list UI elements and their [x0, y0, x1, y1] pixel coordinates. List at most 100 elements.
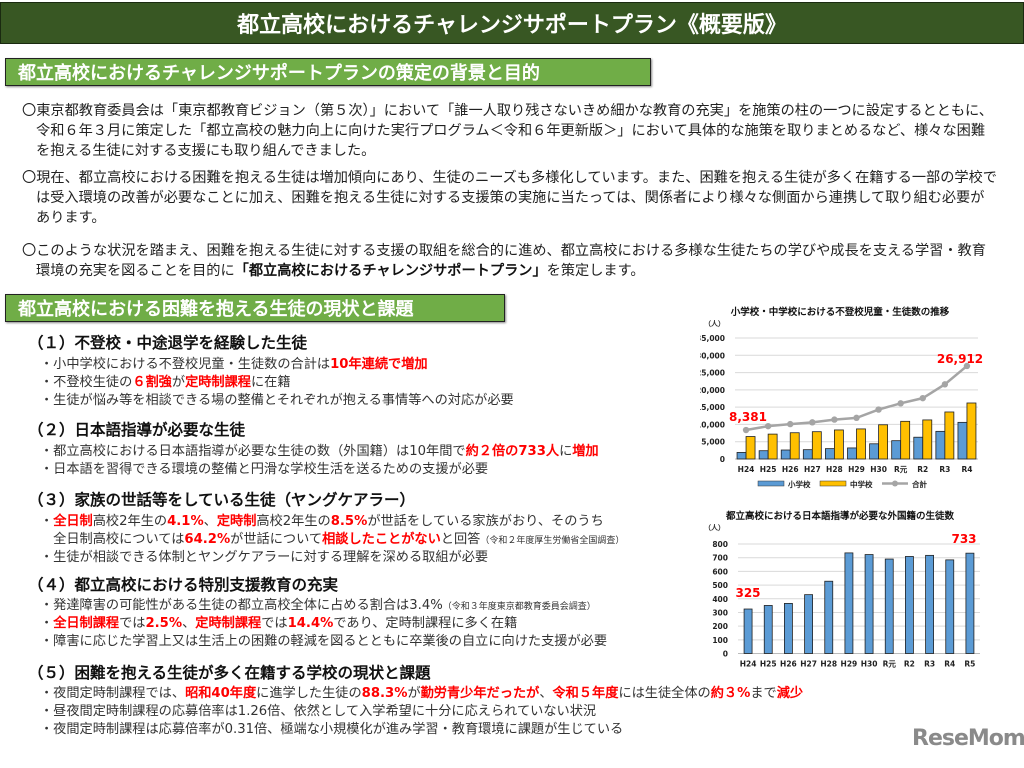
bar-中学校 [944, 411, 955, 460]
bullet-item: ・昼夜間定時制課程の応募倍率は1.26倍、依然として入学希望に十分に応えられてい… [40, 703, 596, 721]
text-segment: ・昼夜間定時制課程の応募倍率は1.26倍、依然として入学希望に十分に応えられてい… [40, 704, 597, 719]
highlight-text: 相談したことがない [322, 532, 441, 547]
chart-title: 小学校・中学校における不登校児童・生徒数の推移 [730, 306, 950, 318]
y-tick-label: 600 [712, 567, 728, 576]
bullet-item: ・発達障害の可能性がある生徒の都立高校全体に占める割合は3.4%（令和３年度東京… [40, 597, 596, 616]
issue-heading: （２）日本語指導が必要な生徒 [28, 421, 246, 439]
text-segment: と回答 [440, 532, 481, 547]
x-tick-label: R5 [964, 660, 975, 669]
text-segment: 〇現在、都立高校における困難を抱える生徒は増加傾向にあり、生徒のニーズも多様化し… [22, 170, 997, 226]
issue-heading: （５）困難を抱える生徒が多く在籍する学校の現状と課題 [28, 664, 431, 682]
y-tick-label: 400 [712, 595, 728, 604]
bar-中学校 [745, 436, 756, 460]
highlight-text: 14.4% [287, 616, 334, 631]
y-tick-label: 30,000 [700, 351, 725, 360]
x-tick-label: R2 [917, 465, 928, 474]
bar-中学校 [789, 432, 800, 460]
bar-value [804, 594, 813, 654]
text-segment: が [171, 375, 186, 390]
bar-小学校 [758, 450, 769, 460]
y-tick-label: 800 [712, 540, 728, 549]
x-tick-label: H26 [780, 660, 797, 669]
x-tick-label: R3 [939, 465, 950, 474]
highlight-text: 増加 [572, 444, 599, 459]
highlight-text: 全日制 [53, 514, 93, 529]
bullet-item: ・不登校生徒の６割強が定時制課程に在籍 [40, 374, 291, 392]
x-tick-label: H24 [738, 465, 755, 474]
resemom-logo: ReseMom [912, 726, 1024, 751]
bullet-item: ・生徒が悩み等を相談できる場の整備とそれぞれが抱える事情等への対応が必要 [40, 392, 514, 410]
x-tick-label: R2 [904, 660, 915, 669]
data-callout: 325 [735, 586, 760, 600]
bullet-item: ・障害に応じた学習上又は生活上の困難の軽減を図るとともに卒業後の自立に向けた支援… [40, 633, 607, 651]
bar-小学校 [957, 421, 968, 460]
y-tick-label: 700 [712, 554, 728, 563]
text-segment: に進学した生徒の [256, 686, 362, 701]
section-heading-background: 都立高校におけるチャレンジサポートプランの策定の背景と目的 [5, 58, 651, 86]
highlight-text: 勤労青少年だったが [420, 686, 540, 701]
y-tick-label: 300 [712, 608, 728, 617]
data-callout: 8,381 [729, 410, 767, 424]
text-segment: ・生徒が悩み等を相談できる場の整備とそれぞれが抱える事情等への対応が必要 [40, 393, 514, 408]
text-segment: 高校2年生の [256, 514, 331, 529]
text-segment: まで [750, 686, 777, 701]
line-point [875, 406, 882, 413]
text-segment: を策定します。 [546, 263, 645, 279]
highlight-text: 8.5% [330, 514, 368, 529]
bar-value [905, 556, 914, 654]
bar-中学校 [900, 420, 911, 460]
legend-label: 小学校 [788, 479, 811, 489]
x-tick-label: H25 [760, 465, 777, 474]
text-segment: が世話について [230, 532, 323, 547]
bar-小学校 [935, 430, 946, 460]
line-point [853, 414, 860, 422]
y-tick-label: 5,000 [701, 438, 725, 447]
y-tick-label: 0 [720, 455, 725, 464]
bullet-item: ・全日制課程では2.5%、定時制課程では14.4%であり、定時制課程に多く在籍 [40, 615, 517, 633]
text-segment: ・日本語を習得できる環境の整備と円滑な学校生活を送るための支援が必要 [40, 462, 489, 477]
text-segment: であり、定時制課程に多く在籍 [333, 616, 518, 631]
data-callout: 733 [951, 532, 976, 546]
text-segment: ・ [40, 514, 54, 529]
y-axis-unit: （人） [704, 319, 725, 328]
text-segment: には生徒全体の [618, 686, 711, 701]
bullet-item: ・全日制高校2年生の4.1%、定時制高校2年生の8.5%が世話をしている家族がお… [40, 513, 604, 531]
line-point [963, 362, 971, 370]
bar-小学校 [913, 436, 924, 460]
highlight-text: 定時制 [216, 514, 257, 529]
line-point [787, 420, 794, 428]
text-segment: 、 [182, 616, 196, 631]
text-segment: ・発達障害の可能性がある生徒の都立高校全体に占める割合は3.4% [40, 598, 443, 613]
bar-中学校 [767, 433, 778, 460]
line-point [919, 394, 926, 402]
bar-value [763, 605, 773, 654]
bullet-item: ・都立高校における日本語指導が必要な生徒の数（外国籍）は10年間で約２倍の733… [40, 443, 599, 461]
x-tick-label: R4 [961, 465, 972, 474]
line-point [809, 419, 816, 426]
highlight-text: 約２倍の733人 [465, 444, 560, 459]
x-tick-label: H26 [782, 465, 799, 474]
issue-heading: （１）不登校・中途退学を経験した生徒 [28, 334, 308, 352]
y-tick-label: 10,000 [700, 420, 725, 429]
text-segment: 、 [539, 686, 553, 701]
bar-中学校 [856, 428, 866, 460]
y-tick-label: 25,000 [700, 369, 725, 378]
text-segment: ・小中学校における不登校児童・生徒数の合計は [40, 357, 331, 372]
section-heading-current-issues: 都立高校における困難を抱える生徒の現状と課題 [5, 294, 505, 322]
text-segment: では [119, 616, 146, 631]
legend-swatch [757, 480, 785, 487]
text-segment: ・夜間定時制課程は応募倍率が0.31倍、極端な小規模化が進み学習・教育環境に課題… [40, 722, 624, 737]
x-tick-label: R元 [894, 465, 908, 474]
paragraph: 〇現在、都立高校における困難を抱える生徒は増加傾向にあり、生徒のニーズも多様化し… [22, 168, 997, 228]
legend-swatch [819, 480, 847, 487]
bullet-item: ・夜間定時制課程では、昭和40年度に進学した生徒の88.3%が勤労青少年だったが… [40, 685, 803, 703]
bar-value [864, 554, 874, 654]
data-callout: 26,912 [937, 352, 983, 366]
legend-label: 合計 [912, 479, 927, 489]
y-tick-label: 100 [712, 636, 728, 645]
x-tick-label: R3 [924, 660, 935, 669]
bar-小学校 [802, 449, 813, 460]
highlight-text: 2.5% [145, 616, 183, 631]
chart-title: 都立高校における日本語指導が必要な外国籍の生徒数 [725, 510, 955, 522]
bar-value [844, 552, 854, 654]
